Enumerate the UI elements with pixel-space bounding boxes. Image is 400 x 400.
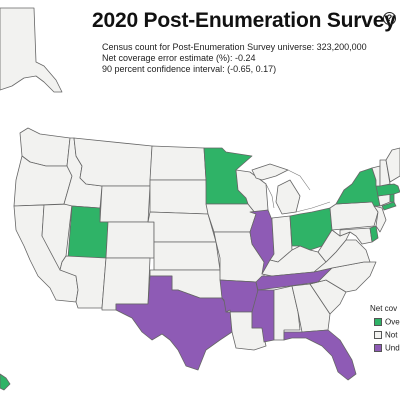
legend-item-not-significant[interactable]: Not — [374, 330, 397, 340]
subtitle-confidence-interval: 90 percent confidence interval: (-0.65, … — [102, 64, 277, 74]
map-title: 2020 Post-Enumeration Survey — [92, 9, 396, 32]
state-maine[interactable] — [385, 147, 400, 183]
state-florida[interactable] — [283, 329, 357, 381]
subtitle-net-coverage: Net coverage error estimate (%): -0.24 — [102, 53, 256, 63]
legend-item-undercount[interactable]: Und — [374, 343, 400, 353]
info-circle-icon[interactable]: ? — [383, 12, 396, 25]
legend-label-not-significant: Not — [385, 330, 398, 340]
state-vermont[interactable] — [371, 165, 381, 187]
legend: Net cov Ove Not Und — [370, 304, 400, 356]
state-alaska[interactable] — [0, 7, 63, 93]
state-nebraska[interactable] — [147, 211, 217, 243]
state-new-mexico[interactable] — [101, 257, 151, 311]
legend-title: Net cov — [370, 304, 398, 313]
legend-item-overcount[interactable]: Ove — [374, 317, 400, 327]
state-south-dakota[interactable] — [149, 179, 209, 215]
state-massachusetts[interactable] — [375, 183, 400, 197]
state-kansas[interactable] — [153, 241, 221, 271]
legend-label-undercount: Und — [385, 343, 400, 353]
state-new-hampshire[interactable] — [379, 159, 391, 187]
great-lakes-outline — [265, 169, 331, 213]
state-wyoming[interactable] — [99, 185, 151, 223]
state-delaware[interactable] — [369, 225, 379, 243]
state-north-dakota[interactable] — [149, 145, 207, 181]
legend-swatch-not-significant — [374, 330, 382, 339]
state-arkansas[interactable] — [219, 279, 259, 313]
legend-swatch-undercount — [374, 343, 382, 352]
state-hawaii[interactable] — [0, 373, 11, 391]
state-rhode-island[interactable] — [389, 193, 395, 203]
state-texas[interactable] — [115, 275, 233, 371]
state-iowa[interactable] — [205, 203, 257, 233]
legend-swatch-overcount — [374, 317, 382, 326]
state-new-jersey[interactable] — [373, 205, 387, 233]
subtitle-census-count: Census count for Post-Enumeration Survey… — [102, 42, 367, 52]
state-montana[interactable] — [73, 137, 153, 187]
state-pennsylvania[interactable] — [329, 201, 379, 231]
legend-label-overcount: Ove — [385, 317, 400, 327]
state-colorado[interactable] — [105, 221, 155, 259]
